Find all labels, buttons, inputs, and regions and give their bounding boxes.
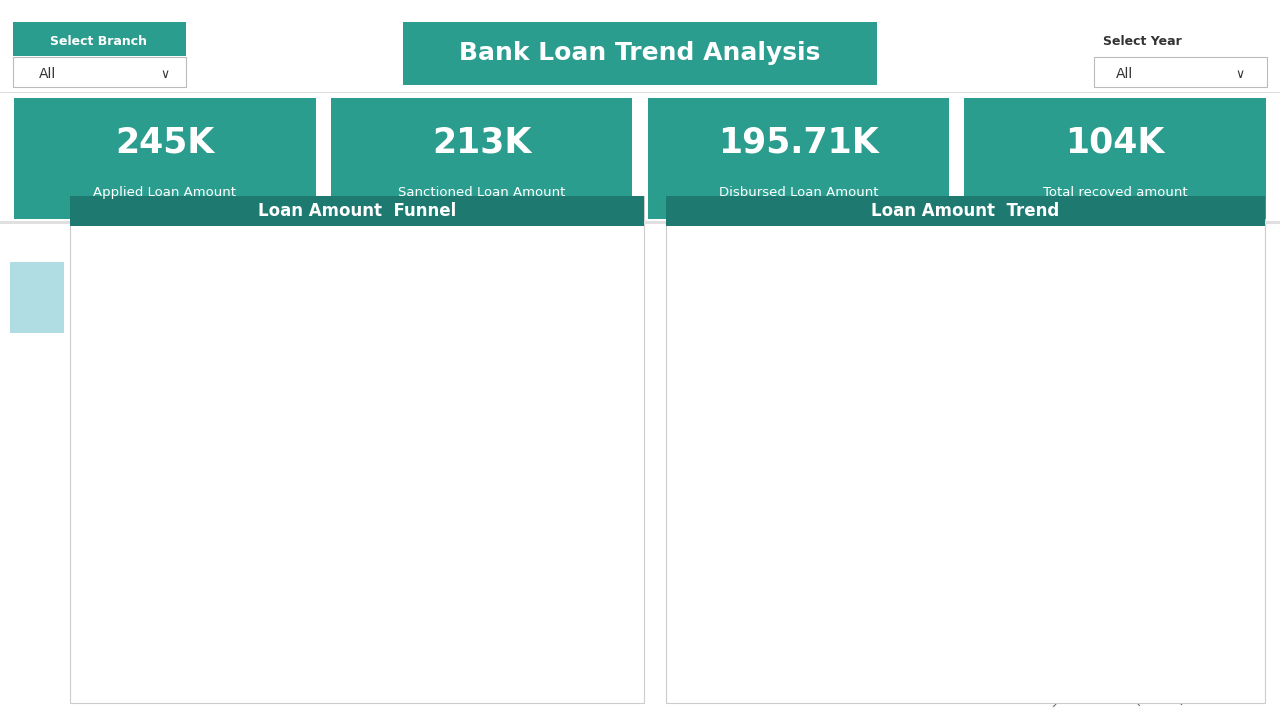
Text: Loan Amount  Funnel: Loan Amount Funnel bbox=[259, 201, 456, 220]
Text: 19.2K: 19.2K bbox=[959, 624, 988, 634]
Text: Loan Amount  Trend: Loan Amount Trend bbox=[870, 201, 1060, 220]
Text: 20.3K: 20.3K bbox=[916, 505, 946, 516]
Text: 21.9K: 21.9K bbox=[1000, 285, 1029, 295]
Text: 20.3K: 20.3K bbox=[792, 505, 822, 516]
Text: ∨: ∨ bbox=[160, 67, 169, 81]
Text: 104K: 104K bbox=[1065, 125, 1165, 160]
Bar bbox=[279, 276, 626, 323]
Text: 20.5K: 20.5K bbox=[876, 435, 905, 445]
Text: Total recoved amount: Total recoved amount bbox=[1043, 186, 1188, 199]
Text: 19.6K: 19.6K bbox=[750, 581, 780, 591]
Text: 21.1K: 21.1K bbox=[833, 371, 863, 381]
Bar bbox=[279, 422, 599, 469]
Text: Applied Loan Amount: Applied Loan Amount bbox=[131, 293, 273, 306]
Text: 20.1K: 20.1K bbox=[1208, 527, 1238, 537]
Text: 245K: 245K bbox=[115, 125, 215, 160]
Bar bbox=[279, 349, 580, 397]
Bar bbox=[279, 495, 463, 542]
Text: 100%: 100% bbox=[435, 237, 468, 250]
Text: Total recoved amount: Total recoved amount bbox=[129, 512, 273, 525]
Text: 20.4K: 20.4K bbox=[1125, 495, 1155, 505]
Text: 21.0K: 21.0K bbox=[1042, 381, 1071, 391]
Text: ∨: ∨ bbox=[1235, 67, 1244, 81]
Text: All: All bbox=[38, 67, 55, 81]
Text: 245K: 245K bbox=[431, 293, 474, 308]
Text: Applied Loan Amount: Applied Loan Amount bbox=[93, 186, 237, 199]
Text: Sanctioned Loan Amount: Sanctioned Loan Amount bbox=[108, 366, 273, 379]
Text: 42.5%: 42.5% bbox=[352, 568, 390, 581]
Text: 213K: 213K bbox=[431, 125, 531, 160]
Text: 20.1K: 20.1K bbox=[1166, 527, 1196, 537]
Text: Disbursed Loan Amount: Disbursed Loan Amount bbox=[115, 439, 273, 452]
Text: Sanctioned Loan Amount: Sanctioned Loan Amount bbox=[398, 186, 566, 199]
Text: 195.71K: 195.71K bbox=[718, 125, 879, 160]
Text: Select Year: Select Year bbox=[1103, 35, 1183, 49]
Text: 86.75%: 86.75% bbox=[399, 365, 460, 380]
Text: 20.9K: 20.9K bbox=[1083, 392, 1112, 402]
Text: 20.44K: 20.44K bbox=[740, 452, 777, 462]
Y-axis label: Applied Loan Amount: Applied Loan Amount bbox=[698, 386, 708, 506]
Text: 53.24%: 53.24% bbox=[340, 511, 402, 526]
Text: All: All bbox=[1116, 67, 1133, 81]
Text: 92%: 92% bbox=[421, 438, 456, 453]
Text: Disbursed Loan Amount: Disbursed Loan Amount bbox=[718, 186, 878, 199]
Text: Select Branch: Select Branch bbox=[50, 35, 147, 49]
Text: Bank Loan Trend Analysis: Bank Loan Trend Analysis bbox=[460, 41, 820, 65]
